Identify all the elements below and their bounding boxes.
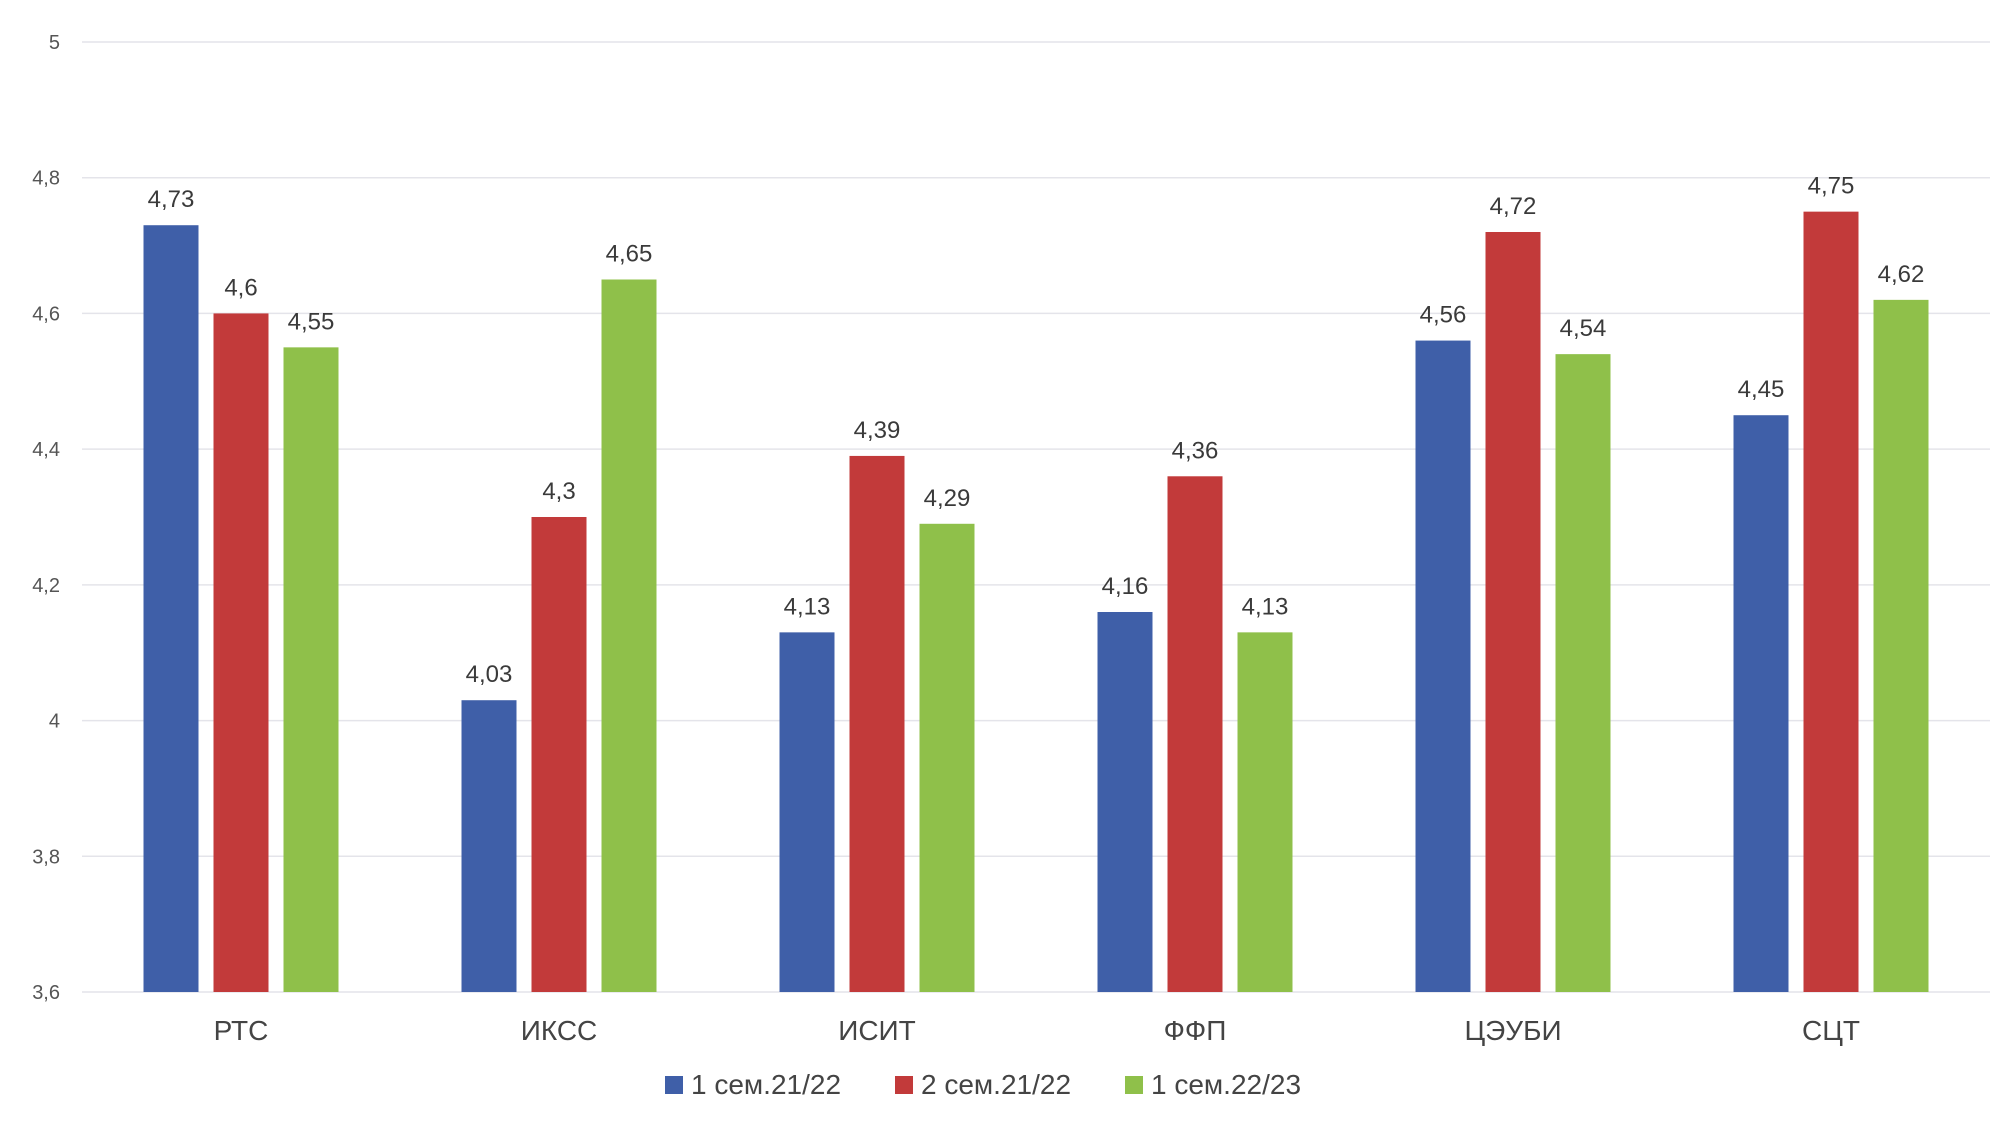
bar (1238, 632, 1293, 992)
legend-swatch (1125, 1076, 1143, 1094)
bar (532, 517, 587, 992)
x-tick-label: РТС (214, 1015, 269, 1046)
y-tick-label: 4,8 (32, 168, 60, 190)
bar (214, 313, 269, 992)
y-tick-label: 3,8 (32, 846, 60, 868)
bar (1416, 341, 1471, 992)
bar (462, 700, 517, 992)
x-tick-label: ИКСС (521, 1015, 598, 1046)
data-label: 4,29 (924, 485, 971, 512)
data-label: 4,65 (606, 241, 653, 268)
data-label: 4,39 (854, 417, 901, 444)
bar (1168, 476, 1223, 992)
y-tick-label: 4,4 (32, 439, 60, 461)
data-label: 4,6 (224, 274, 257, 301)
data-labels: 4,73 4,6 4,55 4,03 4,3 4,65 4,13 4,39 4,29 4,16 4,… (148, 173, 1925, 689)
data-label: 4,62 (1878, 261, 1925, 288)
legend: 1 сем.21/22 2 сем.21/22 1 сем.22/23 (665, 1069, 1301, 1100)
data-label: 4,54 (1560, 315, 1607, 342)
data-label: 4,75 (1808, 173, 1855, 200)
bar (602, 280, 657, 993)
bar (780, 632, 835, 992)
legend-label: 1 сем.21/22 (691, 1069, 841, 1100)
data-label: 4,03 (466, 661, 513, 688)
data-label: 4,45 (1738, 376, 1785, 403)
data-label: 4,13 (784, 593, 831, 620)
bars (144, 212, 1929, 992)
data-label: 4,36 (1172, 437, 1219, 464)
bar (1556, 354, 1611, 992)
y-axis-ticks: 3,6 3,8 4 4,2 4,4 4,6 4,8 5 (32, 32, 60, 1004)
bar (1486, 232, 1541, 992)
legend-label: 1 сем.22/23 (1151, 1069, 1301, 1100)
data-label: 4,16 (1102, 573, 1149, 600)
bar (284, 347, 339, 992)
bar (1734, 415, 1789, 992)
legend-item: 1 сем.21/22 (665, 1069, 841, 1100)
x-tick-label: ЦЭУБИ (1464, 1015, 1561, 1046)
x-tick-label: ФФП (1164, 1015, 1227, 1046)
data-label: 4,73 (148, 186, 195, 213)
y-tick-label: 4 (49, 711, 60, 733)
bar (1804, 212, 1859, 992)
data-label: 4,72 (1490, 193, 1537, 220)
gridlines (82, 42, 1990, 992)
bar (144, 225, 199, 992)
legend-label: 2 сем.21/22 (921, 1069, 1071, 1100)
legend-item: 1 сем.22/23 (1125, 1069, 1301, 1100)
x-tick-label: ИСИТ (838, 1015, 916, 1046)
data-label: 4,3 (542, 478, 575, 505)
bar (1874, 300, 1929, 992)
y-tick-label: 3,6 (32, 982, 60, 1004)
x-tick-label: СЦТ (1802, 1015, 1860, 1046)
y-tick-label: 4,2 (32, 575, 60, 597)
bar (920, 524, 975, 992)
x-axis-ticks: РТС ИКСС ИСИТ ФФП ЦЭУБИ СЦТ (214, 1015, 1860, 1046)
bar (1098, 612, 1153, 992)
y-tick-label: 4,6 (32, 303, 60, 325)
legend-item: 2 сем.21/22 (895, 1069, 1071, 1100)
data-label: 4,13 (1242, 593, 1289, 620)
legend-swatch (665, 1076, 683, 1094)
data-label: 4,55 (288, 308, 335, 335)
bar (850, 456, 905, 992)
data-label: 4,56 (1420, 302, 1467, 329)
y-tick-label: 5 (49, 32, 60, 54)
legend-swatch (895, 1076, 913, 1094)
